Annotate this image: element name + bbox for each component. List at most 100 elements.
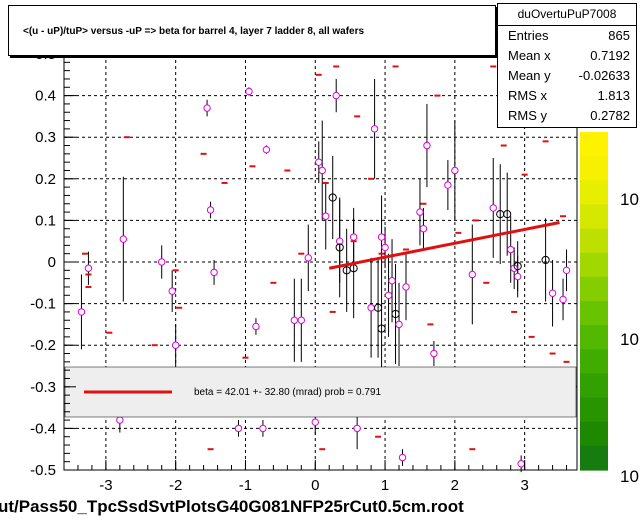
- legend-fit-label: beta = 42.01 +- 32.80 (mrad) prob = 0.79…: [194, 387, 382, 398]
- data-point-black: [391, 309, 400, 319]
- y-tick-label: -0.5: [30, 462, 56, 479]
- data-point-black: [503, 210, 512, 219]
- data-point-magenta: [451, 166, 459, 175]
- data-point-magenta: [367, 304, 375, 312]
- stats-name: duOvertuPuP7008: [498, 4, 636, 26]
- y-tick-label: -0.4: [30, 420, 56, 437]
- data-point-magenta: [353, 424, 361, 433]
- colorbar-cell: [580, 349, 608, 375]
- colorbar-cell: [580, 276, 608, 302]
- data-point-magenta: [517, 460, 525, 468]
- x-tick-label: -3: [99, 477, 112, 494]
- data-point-magenta: [304, 254, 312, 262]
- data-point-magenta: [245, 87, 253, 96]
- colorbar-label: 10: [620, 190, 639, 209]
- x-tick-label: 2: [451, 477, 459, 494]
- stats-value: 865: [608, 28, 630, 43]
- data-point-magenta: [444, 181, 452, 189]
- data-point-magenta: [171, 341, 180, 349]
- data-point-magenta: [297, 316, 306, 324]
- stats-value: 1.813: [597, 88, 630, 103]
- x-tick-label: -2: [169, 477, 182, 494]
- chart-title: <(u - uP)/tuP> versus -uP => beta for ba…: [23, 26, 365, 37]
- chart-title-box: <(u - uP)/tuP> versus -uP => beta for ba…: [8, 5, 496, 56]
- stats-label: Entries: [508, 28, 549, 43]
- stats-row-mean-y: Mean y -0.02633: [498, 66, 636, 86]
- data-point-magenta: [322, 212, 330, 220]
- y-tick-label: 0.2: [35, 171, 56, 188]
- data-point-magenta: [311, 418, 319, 426]
- colorbar-cell: [580, 204, 608, 230]
- colorbar-cell: [580, 325, 608, 350]
- y-tick-label: -0.3: [30, 379, 56, 396]
- y-tick-label: 0.3: [35, 129, 56, 146]
- data-point-black: [377, 324, 386, 333]
- stats-label: RMS x: [508, 88, 547, 103]
- colorbar-cell: [580, 156, 608, 181]
- data-point-magenta: [262, 145, 271, 154]
- colorbar-cell: [580, 132, 608, 157]
- stats-box: duOvertuPuP7008 Entries 865 Mean x 0.719…: [497, 3, 637, 128]
- fit-legend: beta = 42.01 +- 32.80 (mrad) prob = 0.79…: [64, 366, 577, 418]
- stats-value: 0.2782: [590, 108, 630, 123]
- data-point-black: [328, 193, 337, 202]
- data-point-magenta: [395, 320, 403, 329]
- x-tick-label: -1: [239, 477, 252, 494]
- colorbar-cell: [580, 445, 608, 471]
- data-point-magenta: [168, 287, 176, 295]
- data-point-magenta: [315, 158, 323, 166]
- colorbar-label: 10: [620, 330, 639, 349]
- data-point-magenta: [84, 264, 93, 272]
- stats-row-mean-x: Mean x 0.7192: [498, 46, 636, 66]
- data-point-magenta: [559, 295, 567, 304]
- stats-value: -0.02633: [578, 68, 630, 83]
- stats-row-rms-x: RMS x 1.813: [498, 86, 636, 106]
- data-point-magenta: [210, 268, 218, 277]
- data-point-magenta: [402, 283, 410, 291]
- data-point-magenta: [381, 243, 389, 252]
- data-point-magenta: [119, 235, 128, 243]
- y-tick-label: 0.4: [35, 88, 56, 105]
- data-point-magenta: [513, 272, 522, 281]
- data-point-magenta: [203, 104, 211, 112]
- colorbar-cell: [580, 397, 608, 423]
- stats-label: Mean y: [508, 68, 551, 83]
- data-point-magenta: [384, 291, 393, 299]
- data-points: [77, 65, 571, 473]
- colorbar-cell: [580, 421, 608, 447]
- data-point-magenta: [423, 141, 431, 150]
- axis-ticks: [63, 53, 568, 471]
- colorbar-cell: [580, 252, 608, 278]
- data-point-magenta: [206, 206, 215, 214]
- data-point-black: [513, 262, 522, 271]
- y-tick-label: -0.1: [30, 296, 56, 313]
- data-point-magenta: [416, 208, 424, 216]
- stats-value: 0.7192: [590, 48, 630, 63]
- stats-label: Mean x: [508, 48, 551, 63]
- data-point-magenta: [234, 424, 243, 433]
- y-tick-label: 0: [48, 254, 56, 271]
- stats-row-rms-y: RMS y 0.2782: [498, 106, 636, 126]
- data-point-magenta: [77, 308, 86, 316]
- stats-label: RMS y: [508, 108, 547, 123]
- data-point-magenta: [489, 204, 497, 212]
- colorbar-label: 10: [620, 467, 639, 486]
- data-point-black: [541, 255, 550, 265]
- data-point-magenta: [318, 166, 326, 175]
- x-tick-label: 3: [520, 477, 528, 494]
- data-point-magenta: [377, 233, 386, 241]
- data-point-black: [373, 303, 383, 312]
- data-point-magenta: [419, 225, 428, 233]
- x-tick-label: 0: [311, 477, 319, 494]
- data-point-magenta: [388, 277, 396, 285]
- data-point-magenta: [335, 237, 344, 245]
- data-point-magenta: [430, 349, 438, 358]
- data-point-magenta: [506, 245, 515, 254]
- data-point-magenta: [370, 125, 379, 133]
- data-point-magenta: [398, 453, 407, 462]
- x-tick-label: 1: [381, 477, 389, 494]
- data-point-magenta: [562, 266, 571, 275]
- stats-row-entries: Entries 865: [498, 26, 636, 46]
- y-tick-label: -0.2: [30, 337, 56, 354]
